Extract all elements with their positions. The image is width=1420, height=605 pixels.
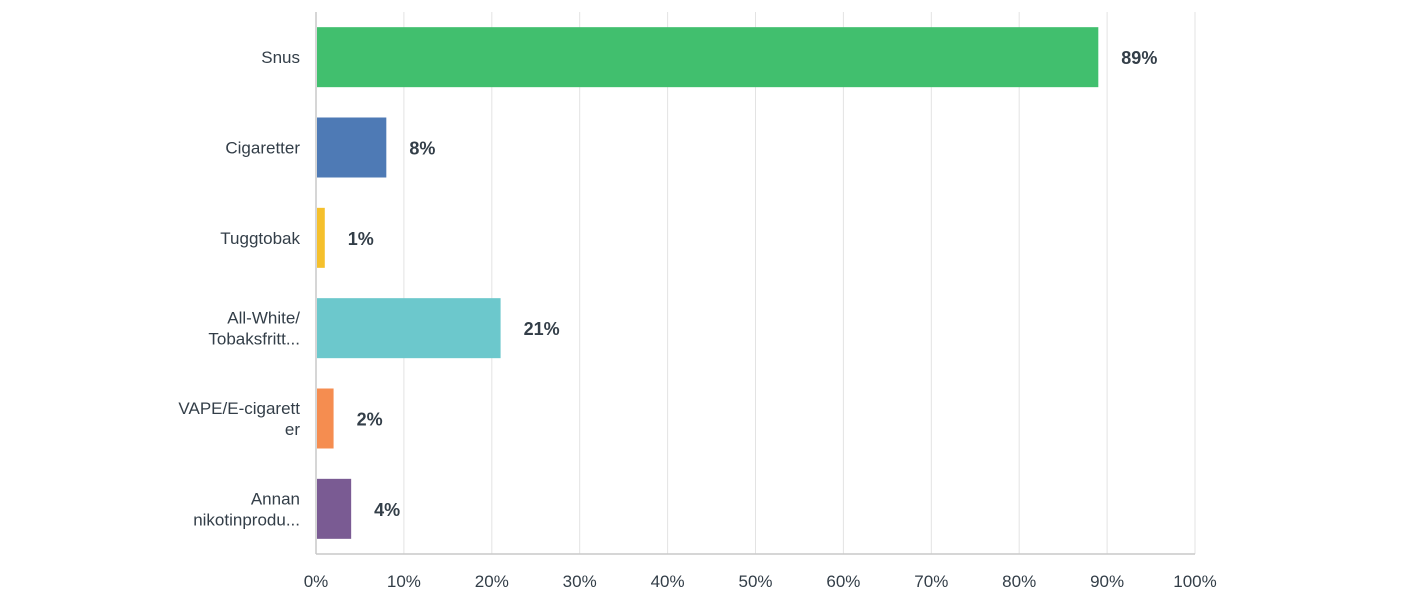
category-label: Tobaksfritt... — [208, 330, 300, 349]
category-label: Snus — [261, 48, 300, 67]
value-label: 4% — [374, 500, 400, 520]
x-tick-label: 30% — [563, 572, 597, 591]
x-tick-label: 100% — [1173, 572, 1216, 591]
x-tick-label: 50% — [738, 572, 772, 591]
bar-3 — [317, 298, 501, 359]
category-label: VAPE/E-cigarett — [178, 399, 300, 418]
bar-layer — [317, 27, 1099, 539]
value-label: 1% — [348, 229, 374, 249]
category-label: nikotinprodu... — [193, 510, 300, 529]
x-tick-label: 40% — [651, 572, 685, 591]
category-label: er — [285, 420, 300, 439]
bar-4 — [317, 388, 334, 449]
x-tick-label: 60% — [826, 572, 860, 591]
bar-2 — [317, 207, 325, 268]
value-label: 21% — [524, 319, 560, 339]
x-tick-label: 80% — [1002, 572, 1036, 591]
x-tick-label: 70% — [914, 572, 948, 591]
value-label: 8% — [409, 139, 435, 159]
category-label: Annan — [251, 489, 300, 508]
bar-0 — [317, 27, 1099, 88]
axis-layer — [315, 12, 1195, 555]
label-layer: 0% 10% 20% 30% 40% 50% 60% 70% 80% 90% 100% Snus 89%… — [178, 48, 1216, 591]
x-tick-label: 90% — [1090, 572, 1124, 591]
value-label: 2% — [357, 410, 383, 430]
category-label: All-White/ — [227, 309, 300, 328]
grid-layer — [403, 12, 1196, 554]
x-tick-label: 10% — [387, 572, 421, 591]
category-label: Cigaretter — [225, 139, 300, 158]
value-label: 89% — [1121, 48, 1157, 68]
bar-1 — [317, 117, 387, 178]
x-tick-label: 20% — [475, 572, 509, 591]
x-tick-label: 0% — [304, 572, 329, 591]
category-label: Tuggtobak — [220, 229, 300, 248]
bar-5 — [317, 478, 352, 539]
